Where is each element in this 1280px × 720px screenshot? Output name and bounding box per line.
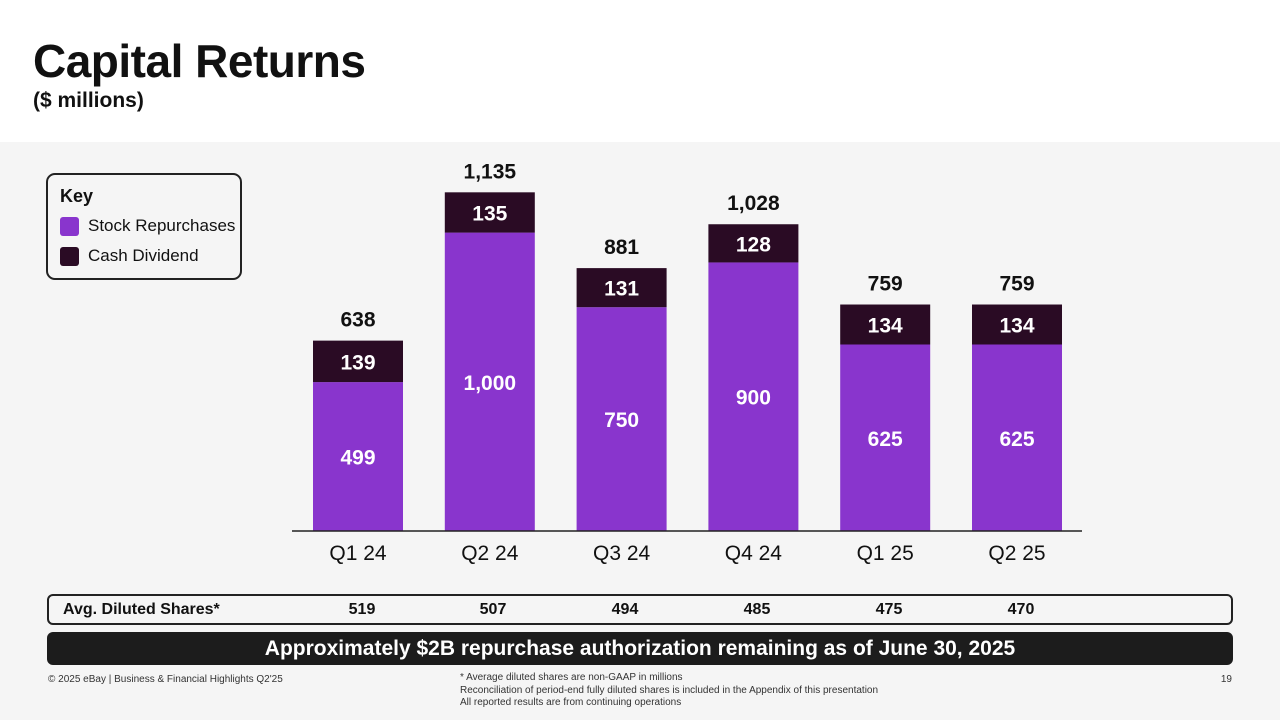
slide-header: Capital Returns ($ millions) [0, 0, 1280, 142]
footnotes: * Average diluted shares are non-GAAP in… [460, 672, 878, 710]
x-tick-label: Q2 25 [988, 542, 1045, 565]
bar-stock-repurchases [840, 344, 931, 531]
data-label-total: 759 [999, 273, 1034, 296]
data-label-cash-dividend: 135 [472, 202, 507, 225]
data-label-total: 1,028 [727, 192, 780, 215]
shares-value: 494 [611, 601, 639, 618]
bar-stock-repurchases [972, 344, 1062, 531]
shares-value: 519 [348, 601, 376, 618]
legend-title: Key [60, 186, 94, 206]
data-label-stock-repurchases: 1,000 [464, 372, 517, 395]
shares-value: 485 [743, 601, 771, 618]
chart-legend: Key Stock Repurchases Cash Dividend [46, 173, 242, 280]
stacked-bar-chart: 499 139 638 Q1 24 1,000 135 1,135 Q2 24 750 131 88… [292, 160, 1082, 565]
footnote-line: All reported results are from continuing… [460, 697, 682, 708]
data-label-cash-dividend: 139 [340, 351, 375, 374]
bar-cash-dividend [972, 304, 1062, 345]
shares-value: 475 [875, 601, 903, 618]
data-label-total: 881 [604, 236, 639, 259]
legend-item-stock-repurchases: Stock Repurchases [60, 216, 235, 236]
shares-value: 470 [1007, 601, 1035, 618]
legend-swatch-stock-repurchases [60, 216, 79, 236]
data-label-cash-dividend: 128 [736, 233, 771, 256]
data-label-stock-repurchases: 750 [604, 409, 639, 432]
shares-row-label: Avg. Diluted Shares* [63, 601, 220, 618]
legend-item-cash-dividend: Cash Dividend [60, 246, 199, 266]
x-tick-label: Q4 24 [725, 542, 783, 565]
data-label-stock-repurchases: 900 [736, 387, 771, 410]
bar-stock-repurchases [444, 232, 535, 531]
footnote-line: * Average diluted shares are non-GAAP in… [460, 672, 683, 683]
legend-label: Cash Dividend [88, 246, 199, 265]
data-label-total: 1,135 [464, 160, 517, 183]
page-title: Capital Returns [33, 35, 366, 87]
bar-cash-dividend [313, 340, 403, 383]
footnote-line: Reconciliation of period-end fully dilut… [460, 684, 879, 696]
bar-stock-repurchases [708, 262, 799, 531]
data-label-cash-dividend: 134 [868, 315, 903, 338]
legend-swatch-cash-dividend [60, 246, 79, 266]
bar-cash-dividend [840, 304, 931, 345]
avg-diluted-shares-row: Avg. Diluted Shares* 519 507 494 485 475… [47, 594, 1233, 625]
x-tick-label: Q2 24 [461, 542, 519, 565]
x-tick-label: Q1 24 [329, 542, 387, 565]
bar-stock-repurchases [313, 382, 403, 531]
data-label-cash-dividend: 134 [999, 315, 1034, 338]
page-subtitle: ($ millions) [33, 89, 144, 112]
data-label-stock-repurchases: 625 [868, 428, 903, 451]
data-label-stock-repurchases: 499 [340, 447, 375, 470]
data-label-total: 638 [340, 309, 375, 332]
shares-value: 507 [479, 601, 507, 618]
data-label-total: 759 [868, 273, 903, 296]
copyright-text: © 2025 eBay | Business & Financial Highl… [48, 674, 283, 685]
bar-cash-dividend [444, 192, 535, 233]
x-tick-label: Q3 24 [593, 542, 651, 565]
bar-cash-dividend [576, 268, 667, 308]
authorization-banner: Approximately $2B repurchase authorizati… [47, 632, 1233, 665]
page-number: 19 [1220, 674, 1232, 685]
data-label-stock-repurchases: 625 [999, 428, 1034, 451]
data-label-cash-dividend: 131 [604, 278, 639, 301]
bar-stock-repurchases [576, 307, 667, 531]
legend-label: Stock Repurchases [88, 216, 236, 235]
bar-cash-dividend [708, 224, 799, 263]
x-tick-label: Q1 25 [857, 542, 914, 565]
